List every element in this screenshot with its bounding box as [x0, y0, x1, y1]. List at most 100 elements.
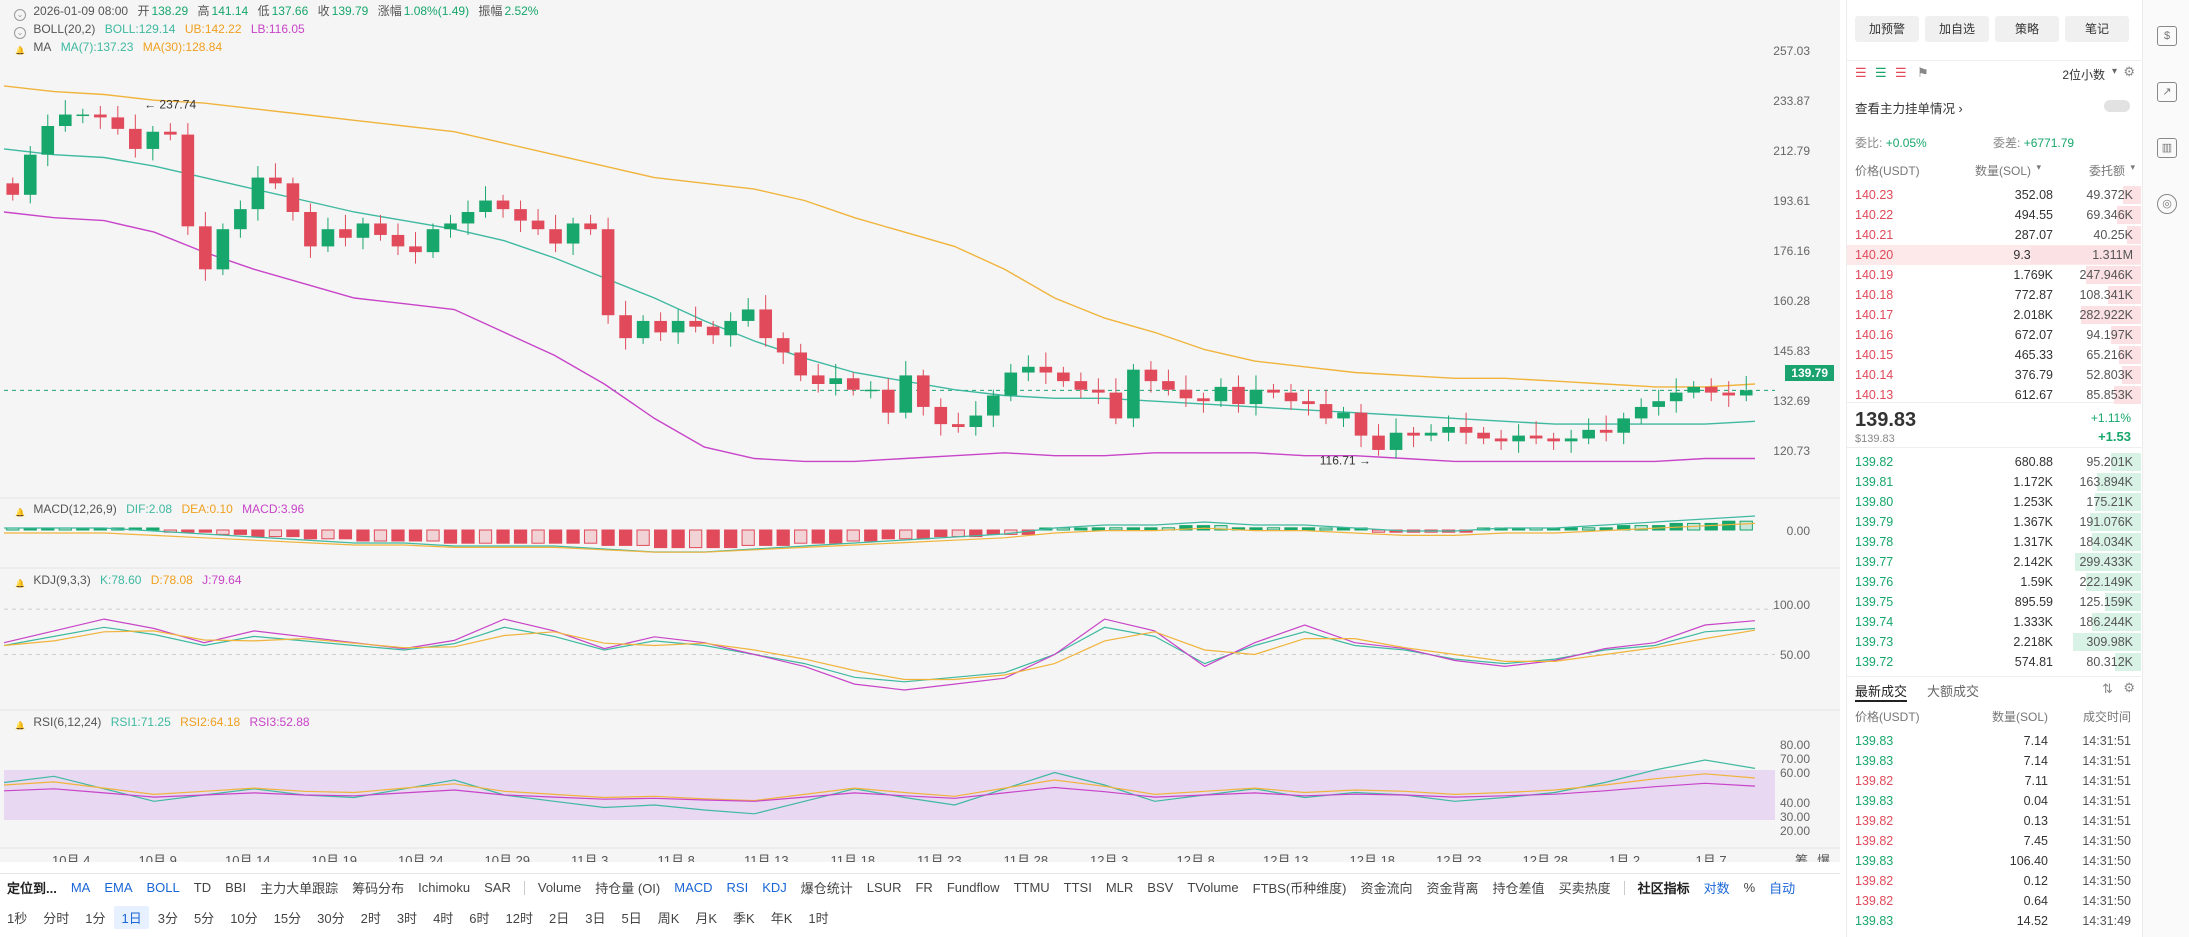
col-amount[interactable]: 委托额 [2088, 164, 2125, 178]
indicator-28[interactable]: 买卖热度 [1558, 881, 1611, 896]
indicator-13[interactable]: RSI [726, 880, 749, 895]
macd-name[interactable]: MACD(12,26,9) [33, 502, 117, 516]
flag-icon[interactable]: ⚑ [1917, 65, 1929, 80]
timeframe-4[interactable]: 3分 [157, 910, 178, 926]
orderbook-row[interactable]: 140.23 352.08 49.372K [1847, 185, 2141, 205]
orderbook-row[interactable]: 139.77 2.142K 299.433K [1847, 552, 2141, 572]
timeframe-15[interactable]: 3日 [585, 910, 606, 926]
main-orders-toggle[interactable] [2104, 100, 2130, 112]
timeframe-18[interactable]: 月K [695, 910, 718, 926]
timeframe-20[interactable]: 年K [770, 910, 793, 926]
collapse-icon[interactable]: ⌄ [14, 9, 26, 21]
indicator-26[interactable]: 资金背离 [1426, 881, 1479, 896]
indicator-4[interactable]: TD [193, 880, 212, 895]
main-orders-link[interactable]: 查看主力挂单情况 › [1855, 102, 1963, 116]
indicator-11[interactable]: 持仓量 (OI) [595, 881, 661, 896]
col-qty[interactable]: 数量(SOL) [1974, 164, 2031, 178]
orderbook-row[interactable]: 139.73 2.218K 309.98K [1847, 632, 2141, 652]
dollar-icon[interactable]: $ [2157, 26, 2177, 46]
boll-name[interactable]: BOLL(20,2) [33, 22, 96, 36]
indicator-19[interactable]: TTMU [1013, 880, 1050, 895]
orderbook-row[interactable]: 140.19 1.769K 247.946K [1847, 265, 2141, 285]
timeframe-6[interactable]: 10分 [230, 910, 258, 926]
book-bids-icon[interactable]: ☰ [1875, 65, 1887, 80]
timeframe-2[interactable]: 1分 [85, 910, 106, 926]
bar-chart-icon[interactable]: ▥ [2157, 138, 2177, 158]
filter-icon[interactable]: ⇅ [2102, 681, 2113, 696]
timeframe-11[interactable]: 4时 [433, 910, 454, 926]
ma-name[interactable]: MA [33, 40, 52, 54]
tab-large-trades[interactable]: 大额成交 [1927, 684, 1980, 699]
indicator-15[interactable]: 爆仓统计 [800, 881, 853, 896]
trend-icon[interactable]: ↗ [2157, 82, 2177, 102]
indicator-22[interactable]: BSV [1147, 880, 1174, 895]
indicator-29[interactable]: 社区指标 [1637, 881, 1690, 896]
indicator-27[interactable]: 持仓差值 [1492, 881, 1545, 896]
timeframe-3[interactable]: 1日 [114, 905, 149, 929]
orderbook-row[interactable]: 140.21 287.07 40.25K [1847, 225, 2141, 245]
axis-tool[interactable]: 筹 [1795, 853, 1809, 862]
indicator-30[interactable]: 对数 [1703, 881, 1730, 896]
indicator-7[interactable]: 筹码分布 [352, 881, 405, 896]
indicator-8[interactable]: Ichimoku [418, 880, 471, 895]
settings-icon[interactable]: ⚙ [2123, 64, 2135, 79]
timeframe-8[interactable]: 30分 [317, 910, 345, 926]
indicator-5[interactable]: BBI [225, 880, 247, 895]
timeframe-19[interactable]: 季K [733, 910, 755, 926]
indicator-0[interactable]: 定位到... [7, 881, 57, 896]
orderbook-row[interactable]: 139.78 1.317K 184.034K [1847, 532, 2141, 552]
timeframe-7[interactable]: 15分 [273, 910, 302, 926]
book-both-icon[interactable]: ☰ [1855, 65, 1867, 80]
orderbook-row[interactable]: 139.72 574.81 80.312K [1847, 652, 2141, 672]
orderbook-row[interactable]: 139.80 1.253K 175.21K [1847, 492, 2141, 512]
indicator-3[interactable]: BOLL [146, 880, 180, 895]
orderbook-row[interactable]: 139.81 1.172K 163.894K [1847, 472, 2141, 492]
timeframe-14[interactable]: 2日 [549, 910, 570, 926]
indicator-23[interactable]: TVolume [1187, 880, 1239, 895]
indicator-20[interactable]: TTSI [1063, 880, 1092, 895]
orderbook-row[interactable]: 139.82 680.88 95.201K [1847, 452, 2141, 472]
indicator-1[interactable]: MA [70, 880, 91, 895]
timeframe-17[interactable]: 周K [657, 910, 680, 926]
indicator-18[interactable]: Fundflow [946, 880, 1000, 895]
indicator-16[interactable]: LSUR [866, 880, 902, 895]
indicator-25[interactable]: 资金流向 [1360, 881, 1413, 896]
orderbook-row[interactable]: 139.79 1.367K 191.076K [1847, 512, 2141, 532]
orderbook-row[interactable]: 140.16 672.07 94.197K [1847, 325, 2141, 345]
timeframe-9[interactable]: 2时 [360, 910, 381, 926]
rsi-name[interactable]: RSI(6,12,24) [33, 715, 102, 729]
indicator-24[interactable]: FTBS(币种维度) [1252, 881, 1347, 896]
indicator-31[interactable]: % [1743, 880, 1756, 895]
orderbook-row[interactable]: 140.13 612.67 85.853K [1847, 385, 2141, 405]
timeframe-21[interactable]: 1时 [808, 910, 829, 926]
indicator-2[interactable]: EMA [104, 880, 133, 895]
orderbook-row[interactable]: 139.75 895.59 125.159K [1847, 592, 2141, 612]
bell-icon[interactable]: 🔔 [15, 46, 25, 55]
timeframe-16[interactable]: 5日 [621, 910, 642, 926]
kline-chart[interactable]: ← 237.74 116.71 → [0, 0, 1840, 862]
indicator-12[interactable]: MACD [674, 880, 713, 895]
orderbook-row[interactable]: 140.22 494.55 69.346K [1847, 205, 2141, 225]
indicator-21[interactable]: MLR [1105, 880, 1134, 895]
orderbook-row[interactable]: 140.15 465.33 65.216K [1847, 345, 2141, 365]
tab-latest-trades[interactable]: 最新成交 [1855, 681, 1908, 702]
axis-tool[interactable]: 爆 [1817, 853, 1831, 862]
action-button-0[interactable]: 加预警 [1855, 16, 1919, 42]
orderbook-row[interactable]: 139.76 1.59K 222.149K [1847, 572, 2141, 592]
bell-icon[interactable]: 🔔 [15, 508, 25, 517]
collapse-icon[interactable]: ⌄ [14, 27, 26, 39]
timeframe-10[interactable]: 3时 [396, 910, 418, 926]
timeframe-0[interactable]: 1秒 [7, 910, 28, 926]
book-asks-icon[interactable]: ☰ [1895, 65, 1907, 80]
bell-icon[interactable]: 🔔 [15, 579, 25, 588]
orderbook-row[interactable]: 140.17 2.018K 282.922K [1847, 305, 2141, 325]
indicator-10[interactable]: Volume [537, 880, 582, 895]
target-icon[interactable]: ◎ [2157, 194, 2177, 214]
timeframe-13[interactable]: 12时 [505, 910, 533, 926]
decimals-select[interactable]: 2位小数 [2062, 68, 2105, 82]
indicator-6[interactable]: 主力大单跟踪 [260, 881, 339, 896]
action-button-1[interactable]: 加自选 [1925, 16, 1989, 42]
action-button-2[interactable]: 策略 [1995, 16, 2059, 42]
action-button-3[interactable]: 笔记 [2065, 16, 2129, 42]
orderbook-row[interactable]: 140.209.353K1.311M [1847, 245, 2141, 265]
